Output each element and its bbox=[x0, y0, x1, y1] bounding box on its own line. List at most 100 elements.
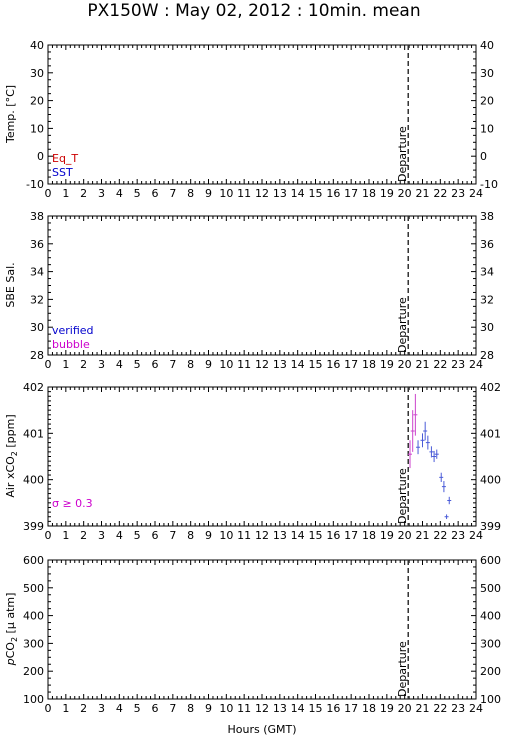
air-y-tick-label-right: 402 bbox=[480, 381, 501, 394]
pco2-x-tick-label: 8 bbox=[187, 702, 194, 715]
pco2-y-tick-label-right: 300 bbox=[480, 637, 501, 650]
air-y-tick-label-left: 400 bbox=[23, 474, 44, 487]
panel-air-frame bbox=[47, 386, 477, 527]
temp-y-tick-label-left: 40 bbox=[30, 39, 44, 52]
air-x-tick-label: 17 bbox=[344, 529, 358, 542]
pco2-y-axis-label-unit: [µ atm] bbox=[4, 593, 17, 637]
sal-x-tick-label: 20 bbox=[398, 358, 412, 371]
temp-x-tick-label: 17 bbox=[344, 187, 358, 200]
pco2-x-tick-label: 0 bbox=[45, 702, 52, 715]
temp-x-tick-label: 5 bbox=[134, 187, 141, 200]
pco2-x-tick-label: 13 bbox=[273, 702, 287, 715]
air-x-tick-label: 5 bbox=[134, 529, 141, 542]
temp-x-tick-label: 12 bbox=[255, 187, 269, 200]
legend-sigma: σ ≥ 0.3 bbox=[52, 497, 93, 510]
temp-x-tick-label: 2 bbox=[80, 187, 87, 200]
air-x-tick-label: 6 bbox=[152, 529, 159, 542]
air-x-tick-label: 8 bbox=[187, 529, 194, 542]
sal-x-tick-label: 23 bbox=[451, 358, 465, 371]
legend-verified: verified bbox=[52, 324, 94, 337]
air-x-tick-label: 11 bbox=[237, 529, 251, 542]
sal-x-tick-label: 6 bbox=[152, 358, 159, 371]
sal-y-tick-label-left: 36 bbox=[30, 238, 44, 251]
panel-sal-ticks: 0 1 2 3 4 5 6 7 8 9 10 11 12 13 14 15 16 17 18 19 20 21 22 23 24… bbox=[30, 210, 494, 371]
pco2-x-tick-label: 21 bbox=[416, 702, 430, 715]
sal-x-tick-label: 17 bbox=[344, 358, 358, 371]
temp-y-tick-label-left: 20 bbox=[30, 95, 44, 108]
pco2-x-tick-label: 3 bbox=[98, 702, 105, 715]
x-axis-label: Hours (GMT) bbox=[227, 723, 296, 736]
sal-x-tick-label: 16 bbox=[326, 358, 340, 371]
pco2-x-tick-label: 23 bbox=[451, 702, 465, 715]
temp-x-tick-label: 21 bbox=[416, 187, 430, 200]
temp-x-tick-label: 16 bbox=[326, 187, 340, 200]
air-x-tick-label: 1 bbox=[62, 529, 69, 542]
pco2-x-tick-label: 19 bbox=[380, 702, 394, 715]
pco2-x-tick-label: 7 bbox=[169, 702, 176, 715]
pco2-x-tick-label: 14 bbox=[291, 702, 305, 715]
air-x-tick-label: 13 bbox=[273, 529, 287, 542]
air-y-tick-label-right: 399 bbox=[480, 520, 501, 533]
panel-pco2-ticks: 0 1 2 3 4 5 6 7 8 9 10 11 12 13 14 15 16 17 18 19 20 21 22 23 24… bbox=[23, 554, 501, 715]
temp-x-tick-label: 7 bbox=[169, 187, 176, 200]
pco2-x-tick-label: 20 bbox=[398, 702, 412, 715]
temp-y-tick-label-right: 20 bbox=[480, 95, 494, 108]
sal-x-tick-label: 13 bbox=[273, 358, 287, 371]
panel-temp: 0 1 2 3 4 5 6 7 8 9 10 11 12 13 14 15 16 17 18 19 20 21 22 23 24… bbox=[4, 39, 498, 200]
pco2-x-tick-label: 22 bbox=[433, 702, 447, 715]
sal-y-tick-label-right: 36 bbox=[480, 238, 494, 251]
temp-x-tick-label: 8 bbox=[187, 187, 194, 200]
pco2-x-tick-label: 15 bbox=[309, 702, 323, 715]
sal-x-tick-label: 9 bbox=[205, 358, 212, 371]
air-x-tick-label: 10 bbox=[219, 529, 233, 542]
pco2-y-axis-label: pCO2 [µ atm] bbox=[4, 593, 19, 667]
air-x-tick-label: 19 bbox=[380, 529, 394, 542]
sal-y-tick-label-left: 38 bbox=[30, 210, 44, 223]
air-x-tick-label: 4 bbox=[116, 529, 123, 542]
pco2-y-tick-label-left: 200 bbox=[23, 665, 44, 678]
temp-x-tick-label: 4 bbox=[116, 187, 123, 200]
pco2-departure-label: Departure bbox=[396, 641, 409, 697]
pco2-y-tick-label-right: 400 bbox=[480, 610, 501, 623]
sal-y-tick-label-left: 30 bbox=[30, 321, 44, 334]
air-y-axis-label-main: Air xCO bbox=[4, 456, 17, 498]
sal-x-tick-label: 4 bbox=[116, 358, 123, 371]
chart-title: PX150W : May 02, 2012 : 10min. mean bbox=[87, 1, 420, 21]
pco2-y-tick-label-left: 500 bbox=[23, 582, 44, 595]
temp-x-tick-label: 23 bbox=[451, 187, 465, 200]
sal-x-tick-label: 19 bbox=[380, 358, 394, 371]
air-x-tick-label: 7 bbox=[169, 529, 176, 542]
sal-x-tick-label: 18 bbox=[362, 358, 376, 371]
temp-x-tick-label: 22 bbox=[433, 187, 447, 200]
sal-x-tick-label: 12 bbox=[255, 358, 269, 371]
air-x-tick-label: 24 bbox=[469, 529, 483, 542]
temp-y-tick-label-right: 40 bbox=[480, 39, 494, 52]
temp-x-tick-label: 24 bbox=[469, 187, 483, 200]
temp-y-tick-label-right: 0 bbox=[480, 150, 487, 163]
temp-x-tick-label: 0 bbox=[45, 187, 52, 200]
temp-x-tick-label: 9 bbox=[205, 187, 212, 200]
air-x-tick-label: 9 bbox=[205, 529, 212, 542]
pco2-y-tick-label-left: 600 bbox=[23, 554, 44, 567]
temp-x-tick-label: 15 bbox=[309, 187, 323, 200]
sal-x-tick-label: 1 bbox=[62, 358, 69, 371]
sal-x-tick-label: 22 bbox=[433, 358, 447, 371]
pco2-x-tick-label: 2 bbox=[80, 702, 87, 715]
pco2-x-tick-label: 9 bbox=[205, 702, 212, 715]
sal-x-tick-label: 7 bbox=[169, 358, 176, 371]
pco2-y-axis-label-main: CO bbox=[4, 642, 17, 659]
temp-y-tick-label-right: -10 bbox=[480, 178, 498, 191]
temp-x-tick-label: 11 bbox=[237, 187, 251, 200]
sal-x-tick-label: 2 bbox=[80, 358, 87, 371]
panel-temp-ticks: 0 1 2 3 4 5 6 7 8 9 10 11 12 13 14 15 16 17 18 19 20 21 22 23 24… bbox=[26, 39, 498, 200]
air-x-tick-label: 12 bbox=[255, 529, 269, 542]
pco2-x-tick-label: 10 bbox=[219, 702, 233, 715]
air-y-tick-label-left: 402 bbox=[23, 381, 44, 394]
air-y-axis-label-unit: [ppm] bbox=[4, 414, 17, 451]
sal-x-tick-label: 10 bbox=[219, 358, 233, 371]
temp-x-tick-label: 1 bbox=[62, 187, 69, 200]
air-x-tick-label: 18 bbox=[362, 529, 376, 542]
air-y-tick-label-right: 400 bbox=[480, 474, 501, 487]
pco2-y-tick-label-right: 100 bbox=[480, 693, 501, 706]
air-departure-label: Departure bbox=[396, 468, 409, 524]
